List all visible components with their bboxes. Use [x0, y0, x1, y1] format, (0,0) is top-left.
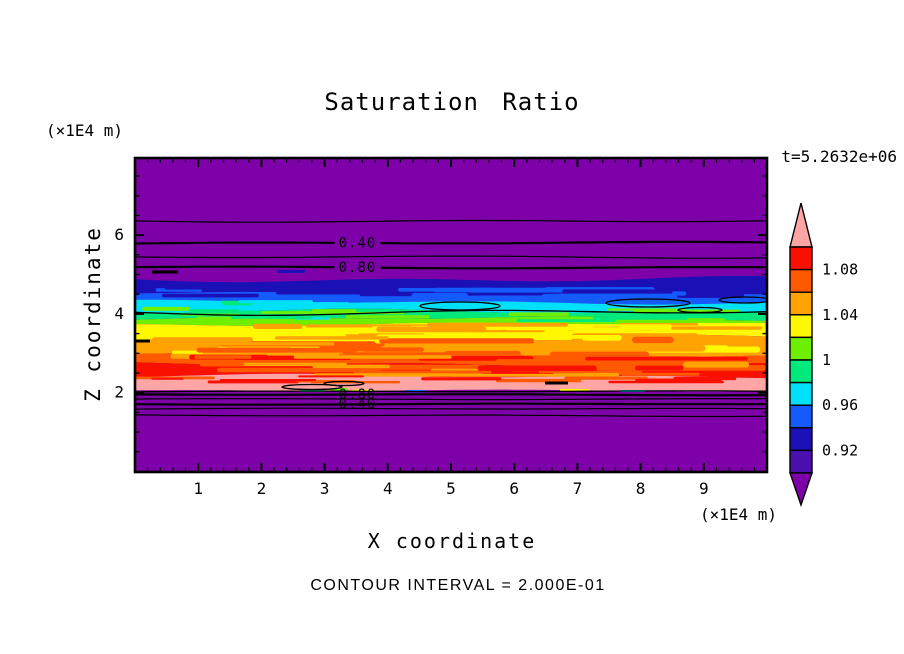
colorbar-segment [789, 404, 813, 429]
plot-title: Saturation Ratio [324, 88, 580, 116]
colorbar-segment [789, 291, 813, 316]
colorbar-over-arrow [789, 202, 813, 248]
colorbar-label: 0.92 [822, 441, 858, 459]
colorbar-label: 1.08 [822, 261, 858, 279]
colorbar-segment [789, 381, 813, 406]
plot-border [133, 156, 769, 474]
colorbar-under-arrow [789, 472, 813, 508]
contour-line [135, 414, 767, 418]
x-axis-unit-label: (×1E4 m) [699, 505, 777, 524]
contour-line [135, 255, 767, 259]
colorbar-segment [789, 359, 813, 384]
colorbar-label: 1.04 [822, 306, 858, 324]
closed-contour [718, 296, 767, 304]
contour-line [135, 265, 767, 270]
colorbar-segment [789, 246, 813, 271]
contour-line [135, 309, 767, 317]
x-tick-label: 4 [383, 479, 393, 498]
contour-label: 0.80 [339, 260, 377, 276]
plot-field: 0.400.800.800.40 [135, 158, 767, 472]
tick-labels: 1 2 3 4 5 6 7 8 9 2 4 6 [114, 225, 708, 498]
x-tick-label: 2 [257, 479, 267, 498]
x-axis-title: X coordinate [367, 529, 537, 553]
colorbar-label: 1 [822, 351, 831, 369]
x-tick-label: 5 [446, 479, 456, 498]
contour-line [135, 402, 767, 406]
x-tick-label: 9 [699, 479, 709, 498]
y-tick-label: 6 [114, 225, 124, 244]
contour-interval-label: CONTOUR INTERVAL = 2.000E-01 [310, 577, 606, 594]
contour-line [135, 219, 767, 223]
contour-label: 0.40 [339, 397, 377, 413]
x-tick-label: 1 [193, 479, 203, 498]
contour-label: 0.40 [339, 235, 377, 251]
x-tick-label: 7 [573, 479, 583, 498]
contour-line [135, 398, 767, 401]
contour-line [135, 407, 767, 410]
colorbar-segment [789, 427, 813, 452]
contour-line [135, 390, 767, 393]
closed-contour [605, 298, 691, 308]
closed-contour [419, 301, 501, 311]
contour-line [135, 393, 767, 397]
closed-contour [677, 306, 723, 314]
contour-label: 0.80 [339, 387, 377, 403]
colorbar: 1.08 1.04 1 0.96 0.92 [789, 202, 858, 508]
colorbar-segment [789, 268, 813, 293]
time-annotation: t=5.2632e+06 [781, 147, 897, 166]
colorbar-segment [789, 336, 813, 361]
closed-contour [281, 383, 343, 391]
colorbar-label: 0.96 [822, 396, 858, 414]
colorbar-segment [789, 314, 813, 339]
y-tick-label: 4 [114, 304, 124, 323]
y-axis-title: Z coordinate [81, 226, 105, 402]
colorbar-segment [789, 449, 813, 474]
contour-line [135, 240, 767, 245]
y-tick-label: 2 [114, 383, 124, 402]
x-tick-label: 8 [636, 479, 646, 498]
y-axis-unit-label: (×1E4 m) [46, 121, 124, 140]
x-tick-label: 3 [320, 479, 330, 498]
closed-contour [323, 380, 365, 387]
x-tick-label: 6 [509, 479, 519, 498]
